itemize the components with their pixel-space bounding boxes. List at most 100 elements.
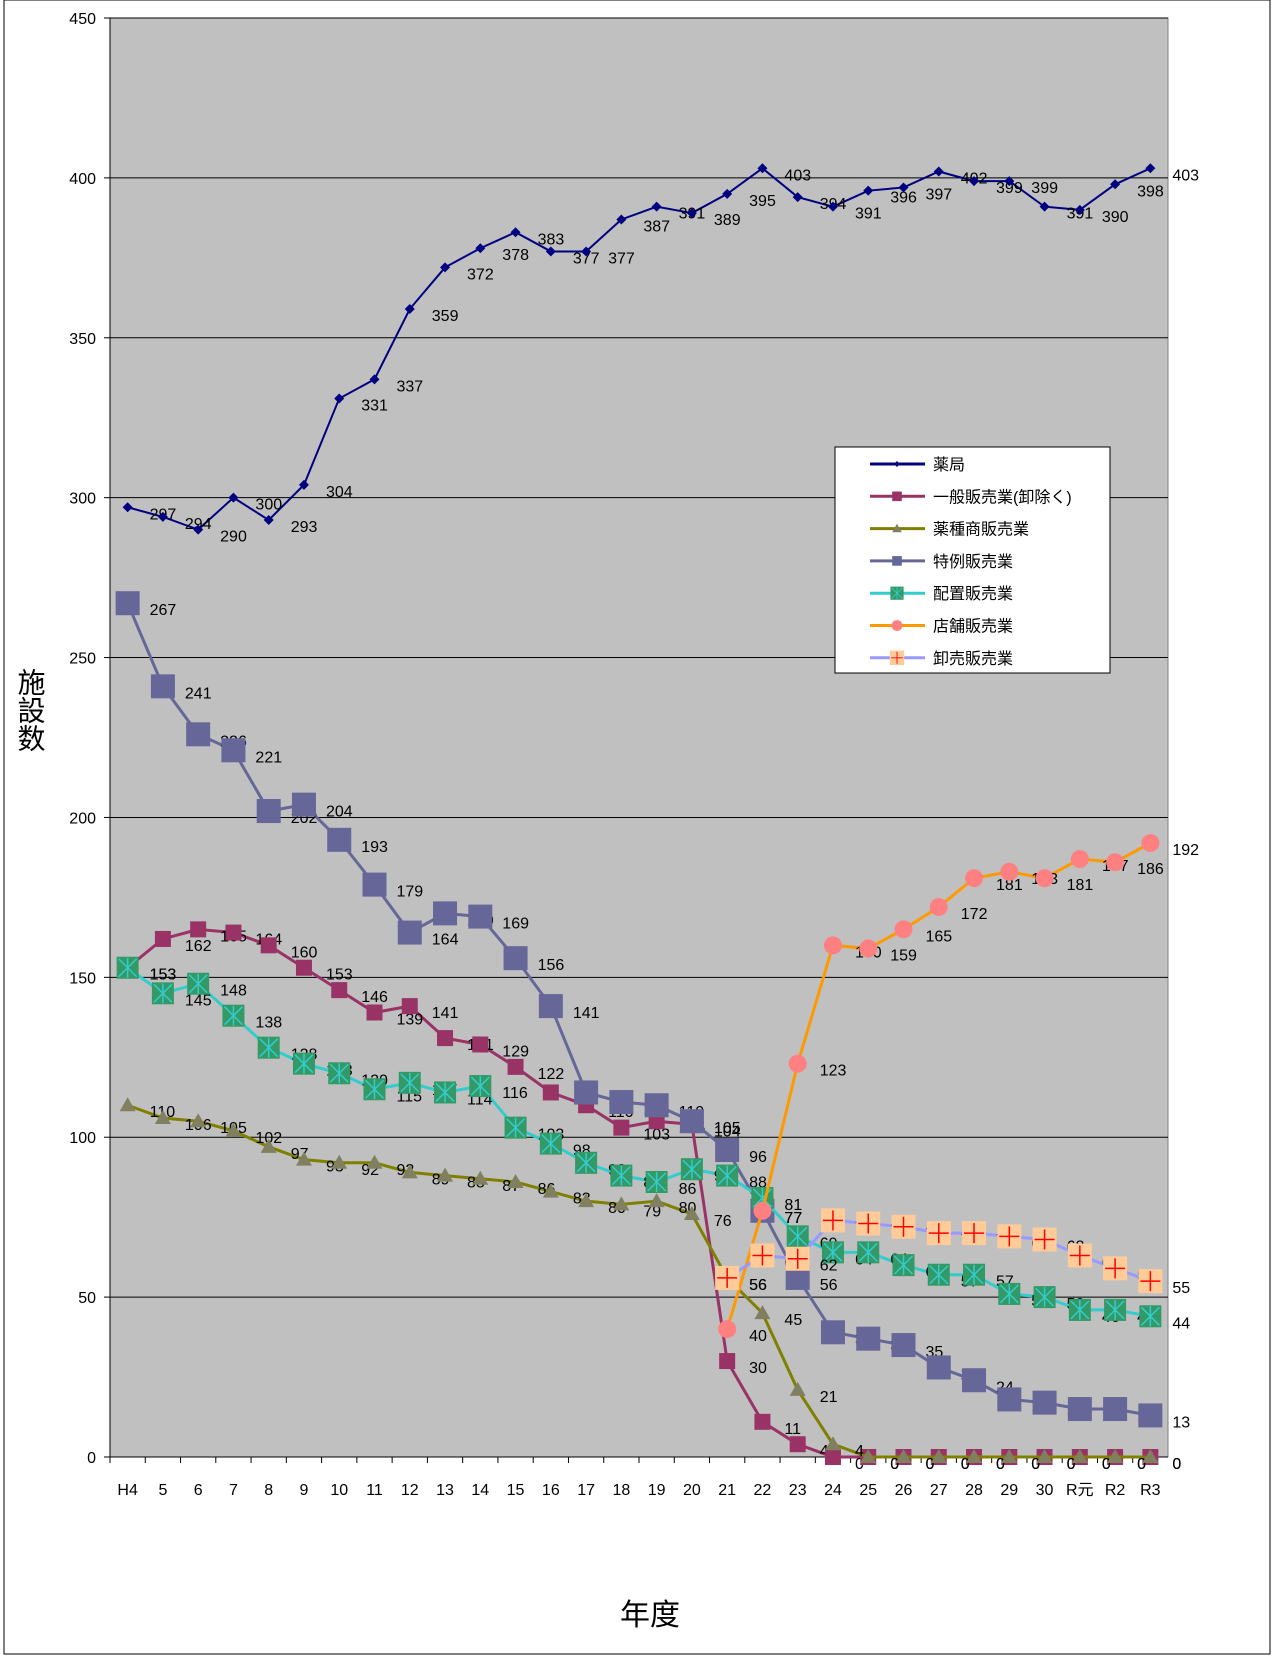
marker	[1142, 1449, 1159, 1463]
marker	[334, 393, 345, 404]
data-label: 141	[573, 1005, 600, 1022]
y-axis-title: 施設数	[15, 668, 46, 752]
marker	[469, 1075, 492, 1098]
marker	[154, 1110, 171, 1125]
marker	[581, 246, 592, 257]
marker-cross	[788, 1226, 808, 1247]
x-tick-label: 30	[1036, 1482, 1054, 1499]
y-tick-label: 150	[69, 970, 96, 987]
marker	[965, 869, 984, 888]
data-label: 123	[820, 1063, 847, 1080]
data-label: 0	[1137, 1456, 1146, 1473]
marker	[683, 1205, 700, 1220]
marker	[507, 1173, 524, 1188]
marker	[613, 1196, 630, 1211]
data-label: 204	[326, 804, 353, 821]
data-label: 160	[291, 944, 318, 961]
data-label: 81	[784, 1197, 802, 1214]
marker	[753, 1201, 772, 1220]
marker-plus	[822, 1210, 843, 1231]
marker	[222, 1004, 245, 1027]
series-line	[127, 1103, 1151, 1459]
marker	[750, 1243, 775, 1268]
x-tick-label: R2	[1105, 1482, 1126, 1499]
marker-plus	[1069, 1245, 1090, 1266]
data-label: 0	[1067, 1456, 1076, 1473]
data-label: 395	[749, 193, 776, 210]
data-label: 181	[996, 877, 1023, 894]
y-tick-label: 200	[69, 810, 96, 827]
marker-plus	[717, 1267, 738, 1288]
marker	[860, 1449, 877, 1463]
marker	[542, 1183, 559, 1198]
data-label: 0	[1172, 1456, 1181, 1473]
x-tick-label: 20	[683, 1482, 701, 1499]
marker	[1067, 1243, 1092, 1268]
marker	[962, 1368, 987, 1393]
marker	[510, 227, 521, 238]
marker	[539, 1132, 562, 1155]
data-label: 383	[538, 231, 565, 248]
marker	[157, 511, 168, 522]
data-label: 391	[855, 206, 882, 223]
marker-cross	[470, 1076, 490, 1097]
data-label: 30	[749, 1360, 767, 1377]
data-label: 397	[926, 186, 953, 203]
marker	[186, 722, 211, 747]
marker	[260, 1138, 277, 1153]
marker	[856, 1211, 881, 1236]
legend-entry: 店舗販売業	[870, 618, 1013, 636]
marker	[327, 827, 352, 852]
legend-label: 特例販売業	[933, 553, 1013, 571]
marker	[1138, 1269, 1163, 1294]
marker	[821, 1241, 844, 1264]
marker	[292, 1052, 315, 1075]
marker	[363, 1078, 386, 1101]
marker-plus	[1140, 1271, 1161, 1292]
marker	[1145, 163, 1156, 174]
legend-entry: 薬局	[870, 456, 965, 474]
data-label: 179	[397, 884, 424, 901]
marker	[789, 1381, 806, 1396]
marker-cross	[1070, 1299, 1090, 1320]
marker-cross	[294, 1053, 314, 1074]
marker	[362, 872, 387, 897]
marker	[894, 461, 900, 467]
marker	[1033, 1286, 1056, 1309]
y-tick-label: 0	[87, 1450, 96, 1467]
data-label: 104	[714, 1123, 741, 1140]
marker	[366, 1154, 383, 1169]
data-label: 359	[432, 308, 459, 325]
marker	[401, 1164, 418, 1179]
marker	[538, 994, 563, 1019]
marker	[824, 1449, 841, 1465]
marker-cross	[576, 1152, 596, 1173]
data-label: 40	[749, 1328, 767, 1345]
marker	[969, 176, 980, 187]
marker	[824, 1436, 841, 1451]
data-label: 164	[432, 932, 459, 949]
data-label: 399	[996, 180, 1023, 197]
marker	[331, 982, 348, 999]
data-label: 96	[749, 1149, 767, 1166]
x-tick-label: 6	[194, 1482, 203, 1499]
data-label: 159	[890, 948, 917, 965]
marker	[434, 1081, 457, 1104]
x-tick-label: 15	[507, 1482, 525, 1499]
marker	[1001, 1449, 1018, 1463]
data-label: 153	[326, 967, 353, 984]
data-label: 396	[890, 190, 917, 207]
data-label: 389	[714, 212, 741, 229]
data-label: 0	[926, 1456, 935, 1473]
marker	[610, 1164, 633, 1187]
x-tick-label: 5	[158, 1482, 167, 1499]
data-label: 294	[185, 516, 212, 533]
marker	[997, 1224, 1022, 1249]
data-label: 0	[1102, 1456, 1111, 1473]
marker	[440, 262, 451, 273]
marker	[122, 502, 133, 513]
marker	[366, 1004, 383, 1021]
marker	[151, 982, 174, 1005]
marker	[894, 920, 913, 939]
marker	[929, 897, 948, 916]
